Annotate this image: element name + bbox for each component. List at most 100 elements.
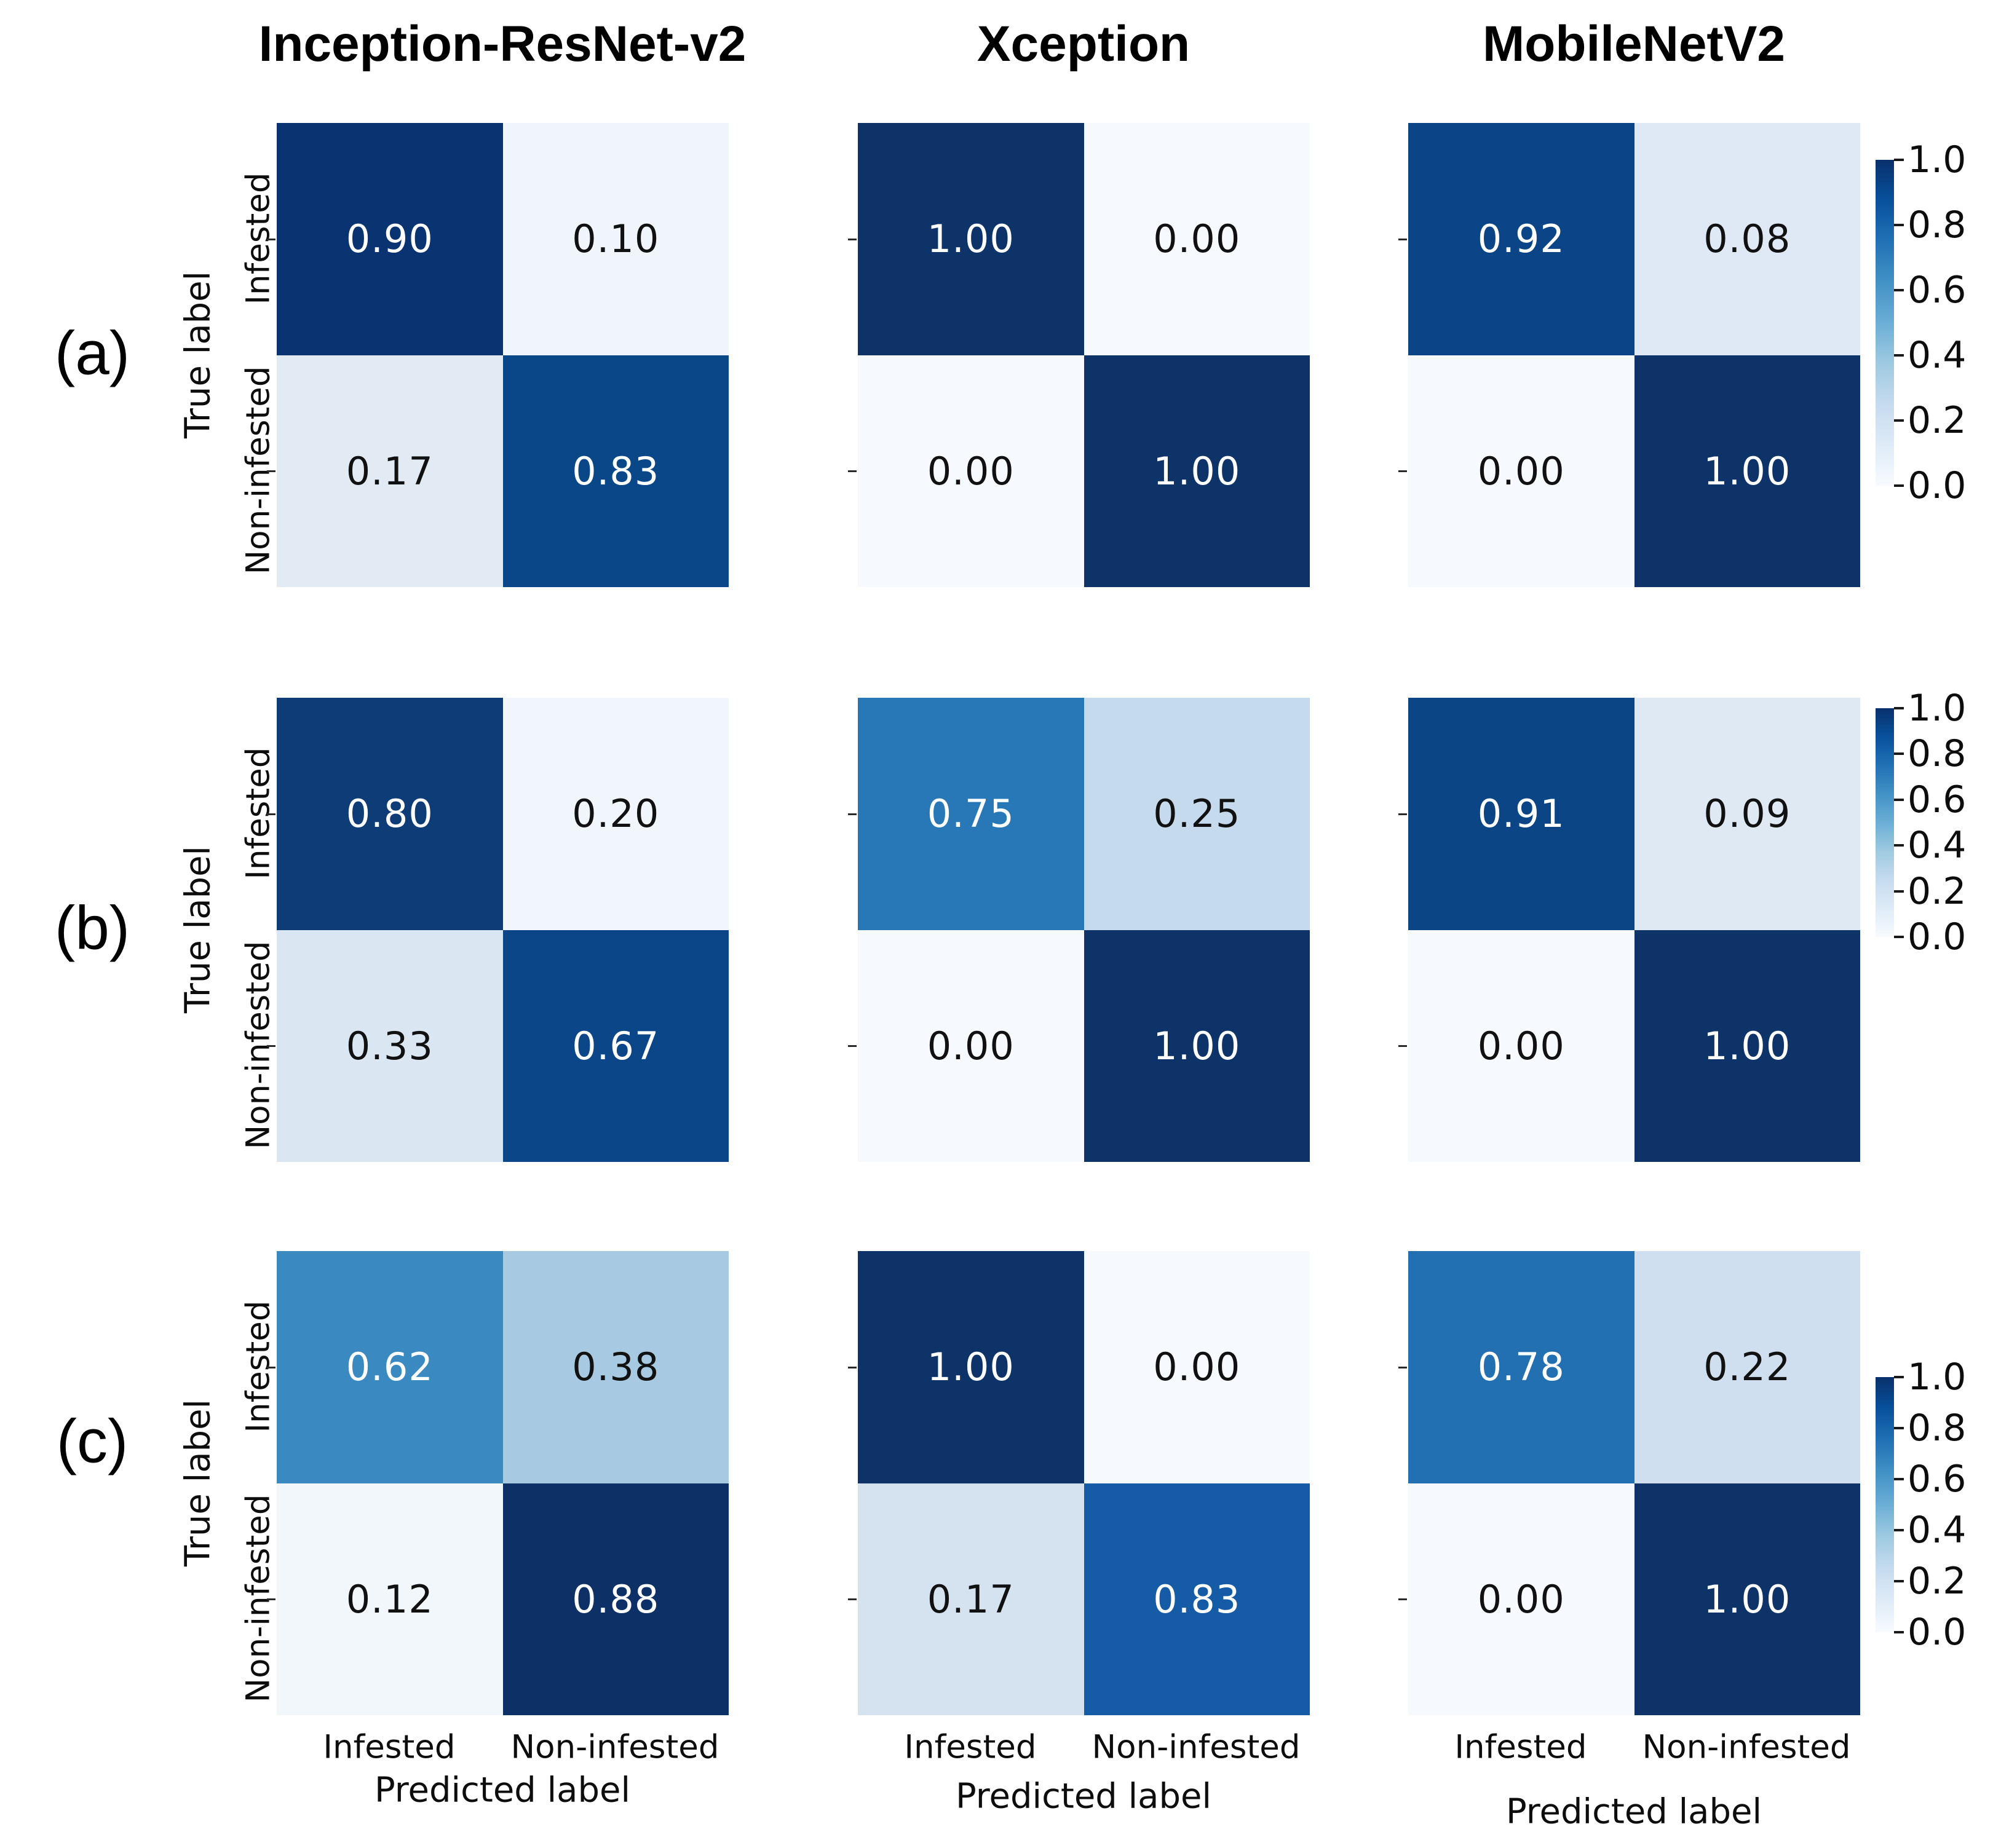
cell-value: 0.78 <box>1477 1345 1565 1390</box>
y-axis-title-row-c: True label <box>178 1399 218 1567</box>
y-axis-tick <box>848 1045 857 1047</box>
colorbar-tick <box>1894 354 1904 357</box>
cell-value: 0.00 <box>1477 1023 1565 1068</box>
colorbar-tick-label: 0.0 <box>1908 1611 1967 1654</box>
heatmap-a-inception-resnet-v2: 0.90 0.10 0.17 0.83 <box>277 123 729 587</box>
cell-value: 0.75 <box>927 791 1015 837</box>
heatmap-b-inception-resnet-v2: 0.80 0.20 0.33 0.67 <box>277 698 729 1162</box>
colorbar-tick <box>1894 1427 1904 1429</box>
cell-value: 0.83 <box>1153 1576 1241 1622</box>
colorbar-tick-label: 0.0 <box>1908 915 1967 958</box>
cell-value: 1.00 <box>927 216 1015 262</box>
x-tick-label-infested-col-3: Infested <box>1454 1728 1587 1766</box>
cell-value: 0.67 <box>572 1023 660 1068</box>
heatmap-c-xception: 1.00 0.00 0.17 0.83 <box>858 1251 1310 1715</box>
colorbar-tick-label: 1.0 <box>1908 138 1967 181</box>
matrix-cell-r0c1: 0.00 <box>1084 1251 1310 1483</box>
y-axis-tick <box>848 813 857 815</box>
colorbar-tick <box>1894 1631 1904 1633</box>
matrix-cell-r0c0: 0.91 <box>1408 698 1634 930</box>
colorbar-tick <box>1894 1376 1904 1378</box>
x-tick-label-infested-col-2: Infested <box>904 1728 1037 1766</box>
cell-value: 0.00 <box>927 1023 1015 1068</box>
y-axis-tick <box>1398 1367 1407 1368</box>
colorbar-tick-label: 0.8 <box>1908 1407 1967 1450</box>
cell-value: 1.00 <box>1153 448 1241 494</box>
colorbar-tick <box>1894 1580 1904 1582</box>
cell-value: 0.00 <box>1153 216 1241 262</box>
colorbar-tick-label: 0.4 <box>1908 1509 1967 1552</box>
matrix-cell-r0c1: 0.20 <box>502 698 729 930</box>
matrix-cell-r0c0: 0.62 <box>277 1251 503 1483</box>
panel-label-a: (a) <box>54 318 130 388</box>
y-axis-tick <box>848 1367 857 1368</box>
colorbar-tick-label: 1.0 <box>1908 1356 1967 1399</box>
heatmap-b-mobilenetv2: 0.91 0.09 0.00 1.00 <box>1408 698 1860 1162</box>
x-tick-label-non-infested-col-1: Non-infested <box>510 1728 719 1766</box>
y-axis-tick <box>267 813 275 815</box>
colorbar-tick <box>1894 890 1904 893</box>
matrix-cell-r0c1: 0.25 <box>1084 698 1310 930</box>
y-axis-tick <box>1398 1598 1407 1600</box>
y-axis-tick <box>848 1598 857 1600</box>
colorbar-tick <box>1894 159 1904 161</box>
colorbar-tick-label: 0.4 <box>1908 824 1967 867</box>
matrix-cell-r1c1: 0.83 <box>1084 1483 1310 1715</box>
cell-value: 0.25 <box>1153 791 1241 837</box>
panel-label-c: (c) <box>56 1407 129 1476</box>
matrix-cell-r1c1: 1.00 <box>1634 930 1860 1162</box>
heatmap-a-xception: 1.00 0.00 0.00 1.00 <box>858 123 1310 587</box>
matrix-cell-r0c0: 1.00 <box>858 1251 1084 1483</box>
cell-value: 1.00 <box>1703 1576 1791 1622</box>
colorbar-tick <box>1894 844 1904 847</box>
x-tick-label-non-infested-col-2: Non-infested <box>1092 1728 1301 1766</box>
cell-value: 0.00 <box>1477 448 1565 494</box>
matrix-cell-r1c0: 0.00 <box>1408 1483 1634 1715</box>
colorbar-tick-label: 0.6 <box>1908 1458 1967 1501</box>
matrix-cell-r0c0: 0.75 <box>858 698 1084 930</box>
matrix-cell-r0c1: 0.09 <box>1634 698 1860 930</box>
colorbar-tick <box>1894 484 1904 487</box>
y-axis-tick <box>267 1045 275 1047</box>
y-axis-tick <box>1398 470 1407 472</box>
matrix-cell-r1c0: 0.00 <box>1408 355 1634 587</box>
matrix-cell-r1c1: 0.88 <box>502 1483 729 1715</box>
matrix-cell-r1c1: 1.00 <box>1634 1483 1860 1715</box>
x-axis-title-col-1: Predicted label <box>374 1770 631 1810</box>
cell-value: 0.00 <box>1153 1345 1241 1390</box>
colorbar-tick <box>1894 752 1904 756</box>
cell-value: 0.91 <box>1477 791 1565 837</box>
matrix-cell-r1c1: 1.00 <box>1634 355 1860 587</box>
colorbar-row-a <box>1876 160 1894 486</box>
colorbar-tick-label: 1.0 <box>1908 687 1967 730</box>
cell-value: 0.88 <box>572 1576 660 1622</box>
colorbar-tick-label: 0.4 <box>1908 334 1967 377</box>
y-axis-tick <box>1398 239 1407 240</box>
y-axis-tick <box>1398 1045 1407 1047</box>
matrix-cell-r0c1: 0.00 <box>1084 123 1310 355</box>
colorbar-tick-label: 0.6 <box>1908 778 1967 821</box>
column-title-inception-resnet-v2: Inception-ResNet-v2 <box>258 16 747 72</box>
x-tick-label-non-infested-col-3: Non-infested <box>1642 1728 1851 1766</box>
cell-value: 1.00 <box>1153 1023 1241 1068</box>
x-tick-label-infested-col-1: Infested <box>323 1728 456 1766</box>
colorbar-tick-label: 0.2 <box>1908 399 1967 442</box>
cell-value: 0.10 <box>572 216 660 262</box>
colorbar-tick-label: 0.8 <box>1908 203 1967 247</box>
y-axis-tick <box>267 239 275 240</box>
cell-value: 0.92 <box>1477 216 1565 262</box>
matrix-cell-r0c0: 0.92 <box>1408 123 1634 355</box>
colorbar-tick-label: 0.2 <box>1908 1560 1967 1603</box>
colorbar-tick-label: 0.8 <box>1908 732 1967 776</box>
cell-value: 0.17 <box>927 1576 1015 1622</box>
colorbar-tick <box>1894 419 1904 422</box>
matrix-cell-r1c0: 0.00 <box>858 355 1084 587</box>
matrix-cell-r1c1: 1.00 <box>1084 930 1310 1162</box>
cell-value: 0.62 <box>346 1345 434 1390</box>
matrix-cell-r0c1: 0.22 <box>1634 1251 1860 1483</box>
cell-value: 0.20 <box>572 791 660 837</box>
matrix-cell-r1c1: 0.83 <box>502 355 729 587</box>
cell-value: 0.17 <box>346 448 434 494</box>
cell-value: 0.90 <box>346 216 434 262</box>
